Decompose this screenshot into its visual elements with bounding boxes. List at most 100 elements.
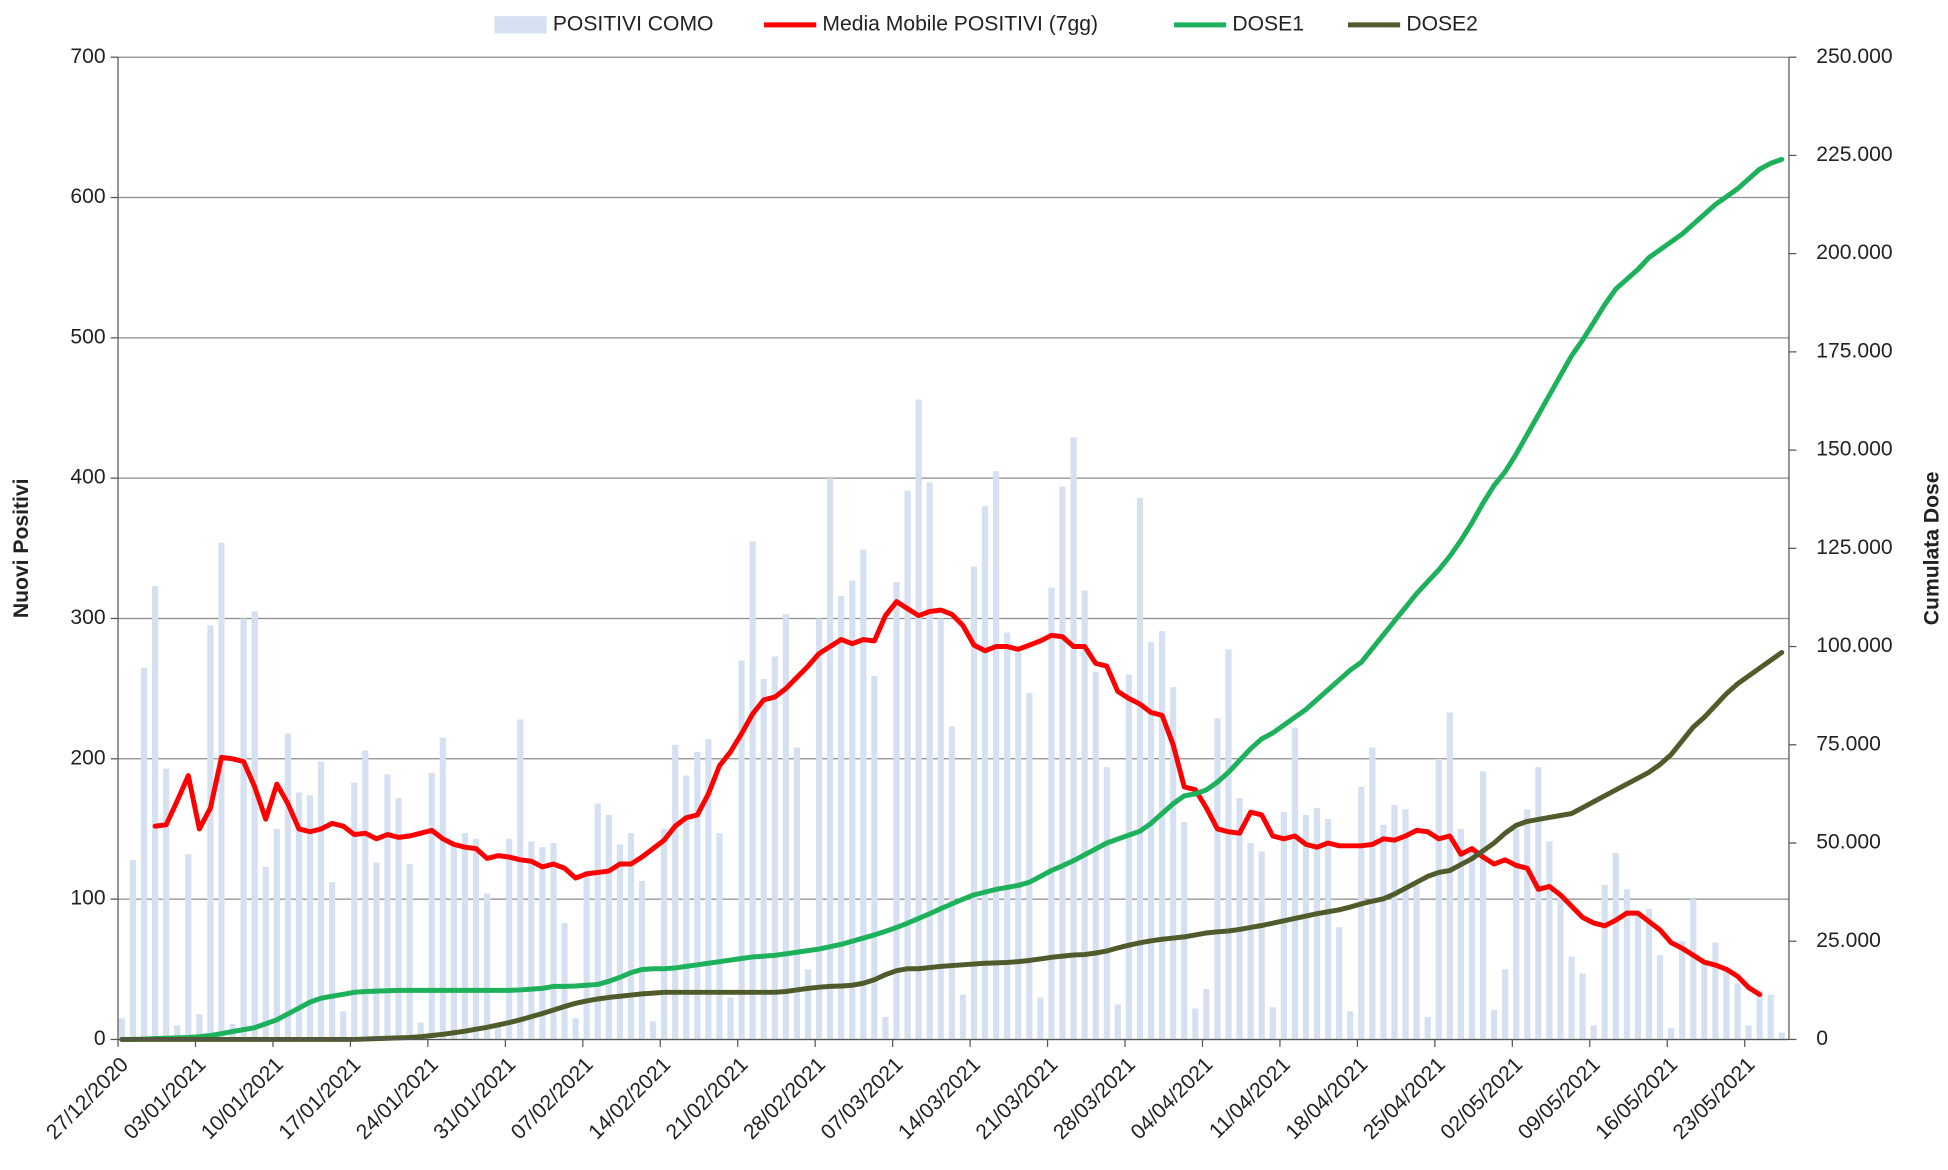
y2-tick-label: 75.000 [1816,732,1881,755]
bar [506,838,513,1040]
bar [140,667,148,1040]
bar [1457,828,1464,1040]
x-tick-label: 07/02/2021 [507,1053,598,1144]
bar [174,1025,181,1040]
bar [1490,1009,1498,1040]
bar [561,922,568,1040]
bar [373,862,380,1040]
bar [351,782,358,1040]
x-tick-label: 28/03/2021 [1049,1053,1140,1144]
bar [1048,587,1055,1040]
bar [1468,848,1476,1040]
legend-label: POSITIVI COMO [553,12,714,35]
bar [439,737,446,1040]
bar [1313,807,1321,1040]
bar [1059,486,1066,1040]
bar [948,726,955,1040]
bar [1225,649,1232,1040]
x-tick-label: 04/04/2021 [1126,1053,1217,1144]
bar [1181,821,1188,1040]
y-tick-label: 100 [70,887,105,910]
bar [1291,727,1298,1040]
bar [904,490,911,1040]
x-tick-label: 21/02/2021 [662,1053,753,1144]
bar [1557,894,1564,1040]
bar [1479,771,1487,1040]
bar [594,803,601,1040]
bar [605,814,612,1040]
x-tick-label: 17/01/2021 [274,1053,365,1144]
bar [638,880,646,1040]
bar [993,471,1000,1040]
y2-axis-title: Cumulata Dose [1921,471,1944,625]
x-tick-label: 07/03/2021 [817,1053,908,1144]
bar [495,1025,502,1040]
bar [1601,885,1608,1040]
bar [1679,941,1686,1040]
bar [196,1014,203,1040]
bar [1147,642,1155,1040]
bar [959,994,967,1040]
y-tick-label: 700 [70,45,105,68]
bar [384,774,391,1040]
bar [1004,632,1011,1040]
bar [1712,942,1719,1040]
line-series [152,599,1763,998]
bar [1690,899,1697,1040]
lines [119,156,1785,1042]
bar [1302,814,1310,1040]
bar [1590,1025,1597,1040]
bar [428,772,435,1040]
bar [1568,956,1575,1040]
bar [306,795,314,1040]
bar [1645,908,1653,1040]
bar [295,792,303,1040]
x-tick-label: 28/02/2021 [739,1053,830,1144]
y-tick-label: 0 [94,1027,106,1050]
bar [218,542,225,1040]
bar [317,761,325,1040]
bar [1424,1016,1431,1040]
x-tick-label: 24/01/2021 [352,1053,443,1144]
bar [240,618,247,1040]
y2-tick-label: 225.000 [1816,143,1892,166]
bar [661,828,668,1040]
bar [893,581,900,1040]
x-tick-label: 21/03/2021 [972,1053,1063,1144]
bar [1513,828,1520,1040]
x-tick-label: 23/05/2021 [1669,1053,1760,1144]
bar [483,893,491,1040]
bar [649,1021,657,1040]
bar [1015,652,1022,1040]
bar [716,833,723,1040]
bar [362,750,369,1040]
bar [517,719,524,1040]
bar [915,399,922,1040]
y2-tick-label: 0 [1816,1027,1828,1050]
bar [583,871,590,1040]
bar [1358,786,1365,1040]
bar [185,854,192,1040]
bar [207,625,214,1040]
bar [627,833,635,1040]
bar [1136,497,1144,1040]
bar [151,586,159,1040]
bar [727,997,734,1040]
y2-tick-label: 175.000 [1816,339,1892,362]
bar [970,566,978,1040]
bar [1413,885,1420,1040]
bar [329,882,336,1040]
bar [1380,824,1387,1040]
bar [1258,851,1265,1040]
legend-label: DOSE1 [1232,12,1304,35]
x-tick-label: 25/04/2021 [1359,1053,1450,1144]
y2-tick-label: 250.000 [1816,45,1892,68]
bar [461,833,469,1040]
bar [738,660,745,1040]
bar [981,506,989,1040]
bar [1502,969,1509,1040]
bar [815,618,823,1040]
bar [1336,927,1343,1040]
bar [782,614,789,1040]
bar [694,751,701,1040]
